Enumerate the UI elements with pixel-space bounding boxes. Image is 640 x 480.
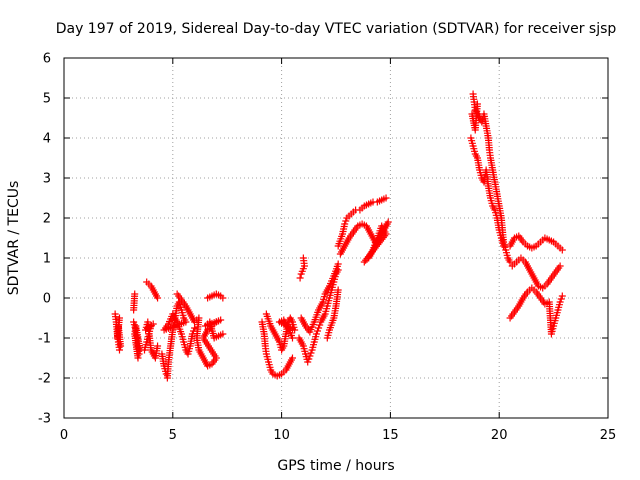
data-point xyxy=(382,194,390,202)
points-layer xyxy=(111,90,566,382)
data-point xyxy=(305,355,313,363)
data-point xyxy=(314,327,322,335)
data-point xyxy=(315,324,323,332)
data-point xyxy=(312,330,320,338)
data-point xyxy=(304,358,312,366)
data-point xyxy=(342,217,350,225)
y-tick-label: 3 xyxy=(43,172,51,187)
x-tick-label: 15 xyxy=(382,428,399,443)
y-tick-label: 6 xyxy=(43,52,51,67)
data-point xyxy=(131,290,139,298)
data-point xyxy=(558,292,566,300)
series-arc-11 xyxy=(506,232,566,338)
data-point xyxy=(219,330,227,338)
series-arc-4 xyxy=(158,298,199,382)
series-arc-9 xyxy=(334,194,392,266)
chart-title: Day 197 of 2019, Sidereal Day-to-day VTE… xyxy=(56,21,617,37)
y-tick-label: 0 xyxy=(43,292,51,307)
y-axis-label: SDTVAR / TECUs xyxy=(6,181,22,296)
data-point xyxy=(360,258,368,266)
data-point xyxy=(154,342,162,350)
series-arc-10 xyxy=(467,90,514,266)
y-tick-label: 2 xyxy=(43,212,51,227)
y-tick-label: -1 xyxy=(38,332,51,347)
data-point xyxy=(473,100,481,108)
data-point xyxy=(115,314,123,322)
data-point xyxy=(307,349,315,357)
y-tick-label: -2 xyxy=(38,372,51,387)
x-tick-label: 5 xyxy=(169,428,177,443)
x-tick-label: 10 xyxy=(273,428,290,443)
y-tick-label: 1 xyxy=(43,252,51,267)
data-point xyxy=(219,294,227,302)
data-point xyxy=(154,294,162,302)
x-tick-label: 0 xyxy=(60,428,68,443)
data-point xyxy=(341,220,349,228)
data-point xyxy=(556,262,564,270)
series-arc-5 xyxy=(173,290,227,370)
data-point xyxy=(288,334,296,342)
data-point xyxy=(556,298,564,306)
y-tick-label: -3 xyxy=(38,412,51,427)
grid-layer xyxy=(64,58,608,418)
x-tick-label: 25 xyxy=(600,428,617,443)
x-tick-label: 20 xyxy=(491,428,508,443)
series-arc-8 xyxy=(295,254,342,366)
data-point xyxy=(506,258,514,266)
x-axis-label: GPS time / hours xyxy=(277,458,394,474)
data-point xyxy=(334,286,342,294)
data-point xyxy=(288,354,296,362)
y-tick-label: 5 xyxy=(43,92,51,107)
data-point xyxy=(316,321,324,329)
series-arc-1 xyxy=(111,310,125,354)
data-point xyxy=(558,246,566,254)
data-point xyxy=(557,295,565,303)
series-arc-3 xyxy=(141,278,162,362)
ticks-layer: 0 5 10 15 20 25 -3 -2 -1 0 1 2 3 4 5 6 xyxy=(38,52,616,444)
series-arc-6 xyxy=(204,290,227,302)
data-point xyxy=(297,270,305,278)
data-point xyxy=(115,346,123,354)
data-point xyxy=(306,352,314,360)
data-point xyxy=(334,260,342,268)
plot-frame xyxy=(63,57,609,419)
series-arc-2 xyxy=(130,290,144,362)
series-arc-7 xyxy=(258,310,299,380)
data-point xyxy=(296,274,304,282)
data-point xyxy=(134,354,142,362)
y-tick-label: 4 xyxy=(43,132,51,147)
data-point xyxy=(500,242,508,250)
